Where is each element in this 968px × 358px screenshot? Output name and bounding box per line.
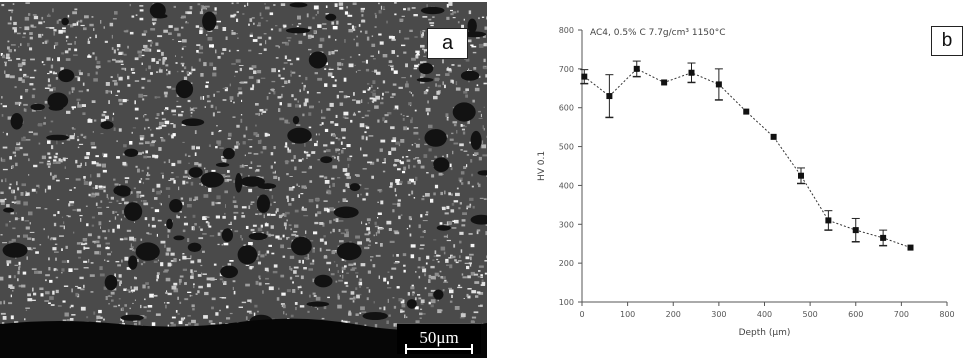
data-point <box>852 227 859 234</box>
y-tick-label: 400 <box>559 181 574 190</box>
x-tick-label: 300 <box>711 310 726 319</box>
x-axis-title: Depth (μm) <box>739 328 791 338</box>
data-point <box>633 65 640 72</box>
hardness-chart-panel: 100 200 300 400 500 600 700 800 0 100 200 300 400 500… <box>487 10 968 358</box>
y-tick-label: 600 <box>559 104 574 113</box>
data-point <box>880 234 887 241</box>
y-tick-label: 700 <box>559 65 574 74</box>
y-tick-label: 300 <box>559 220 574 229</box>
data-point <box>907 244 914 251</box>
x-tick-label: 700 <box>894 310 909 319</box>
data-point <box>798 172 804 179</box>
data-point <box>715 81 722 88</box>
series-line <box>583 68 911 249</box>
x-tick-label: 600 <box>848 310 863 319</box>
panel-label-b: b <box>931 26 963 56</box>
scale-bar-line <box>405 344 473 354</box>
x-tick-label: 800 <box>939 310 954 319</box>
data-point <box>770 133 777 140</box>
micrograph-image <box>0 2 487 358</box>
x-tick-label: 100 <box>620 310 635 319</box>
panel-label-a: a <box>427 28 468 59</box>
y-tick-label: 100 <box>559 298 574 307</box>
y-tick-label: 500 <box>559 143 574 152</box>
y-axis-title: HV 0.1 <box>537 151 547 181</box>
x-tick-label: 500 <box>802 310 817 319</box>
chart-title: AC4, 0.5% C 7.7g/cm³ 1150°C <box>590 28 726 38</box>
x-tick-label: 400 <box>757 310 772 319</box>
y-tick-label: 800 <box>559 26 574 35</box>
micrograph-panel: a 50μm <box>0 2 487 358</box>
hardness-chart: 100 200 300 400 500 600 700 800 0 100 200 300 400 500… <box>537 26 955 338</box>
data-point <box>825 217 832 224</box>
data-point <box>688 69 695 76</box>
data-point <box>661 79 668 86</box>
data-point <box>743 108 750 115</box>
data-point <box>581 73 588 80</box>
x-tick-label: 200 <box>666 310 681 319</box>
data-point <box>606 93 613 100</box>
y-tick-label: 200 <box>559 259 574 268</box>
scale-bar: 50μm <box>397 323 481 354</box>
scale-bar-label: 50μm <box>419 328 459 347</box>
x-tick-label: 0 <box>579 310 584 319</box>
